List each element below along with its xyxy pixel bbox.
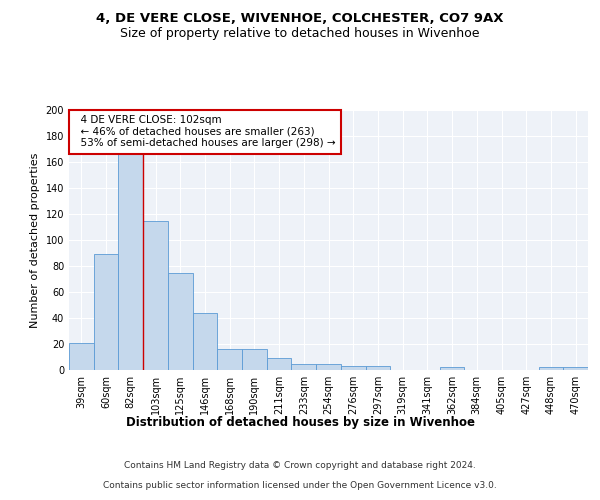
- Bar: [193, 313, 217, 370]
- Text: Contains public sector information licensed under the Open Government Licence v3: Contains public sector information licen…: [103, 480, 497, 490]
- Bar: [316, 364, 341, 370]
- Bar: [242, 349, 267, 370]
- Text: 4, DE VERE CLOSE, WIVENHOE, COLCHESTER, CO7 9AX: 4, DE VERE CLOSE, WIVENHOE, COLCHESTER, …: [96, 12, 504, 26]
- Y-axis label: Number of detached properties: Number of detached properties: [30, 152, 40, 328]
- Bar: [94, 254, 118, 370]
- Bar: [365, 366, 390, 370]
- Bar: [539, 368, 563, 370]
- Bar: [267, 358, 292, 370]
- Text: Size of property relative to detached houses in Wivenhoe: Size of property relative to detached ho…: [120, 28, 480, 40]
- Bar: [440, 368, 464, 370]
- Bar: [217, 349, 242, 370]
- Bar: [341, 366, 365, 370]
- Bar: [118, 153, 143, 370]
- Bar: [168, 272, 193, 370]
- Bar: [143, 220, 168, 370]
- Bar: [292, 364, 316, 370]
- Text: Contains HM Land Registry data © Crown copyright and database right 2024.: Contains HM Land Registry data © Crown c…: [124, 460, 476, 469]
- Text: 4 DE VERE CLOSE: 102sqm
  ← 46% of detached houses are smaller (263)
  53% of se: 4 DE VERE CLOSE: 102sqm ← 46% of detache…: [74, 115, 336, 148]
- Text: Distribution of detached houses by size in Wivenhoe: Distribution of detached houses by size …: [125, 416, 475, 429]
- Bar: [69, 342, 94, 370]
- Bar: [563, 368, 588, 370]
